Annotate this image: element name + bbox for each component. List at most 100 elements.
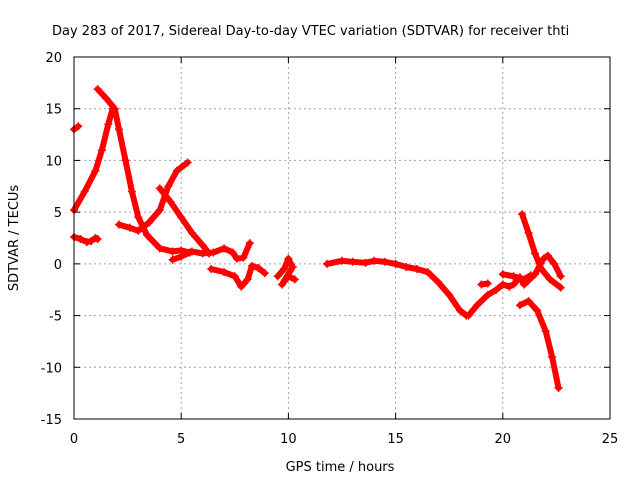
data-point [533, 306, 542, 315]
data-point [530, 270, 539, 279]
series-trace-16 [515, 297, 563, 392]
chart-title: Day 283 of 2017, Sidereal Day-to-day VTE… [52, 24, 569, 39]
data-point [172, 166, 181, 175]
x-axis-label: GPS time / hours [286, 460, 395, 475]
data-point [370, 256, 379, 265]
data-point [187, 228, 196, 237]
data-point [455, 306, 464, 315]
data-point [509, 280, 518, 289]
data-point [82, 238, 91, 247]
data-point [413, 265, 422, 274]
data-point [80, 187, 89, 196]
x-tick-label: 5 [177, 432, 185, 447]
data-point [539, 254, 548, 263]
y-tick-label: 20 [45, 51, 62, 66]
y-tick-label: -10 [41, 361, 62, 376]
data-point [284, 272, 293, 281]
data-point [254, 263, 263, 272]
data-point [550, 259, 559, 268]
data-point [464, 311, 473, 320]
data-point [198, 249, 207, 258]
data-point [134, 226, 143, 235]
series-trace-1 [70, 122, 83, 134]
data-point [168, 247, 177, 256]
data-point [220, 268, 229, 277]
y-tick-label: 10 [45, 154, 62, 169]
data-point [273, 272, 282, 281]
series-line [521, 252, 564, 288]
data-point [228, 248, 237, 257]
data-point [524, 297, 533, 306]
data-point [483, 279, 492, 288]
data-point [492, 285, 501, 294]
data-point [498, 280, 507, 289]
x-tick-label: 25 [602, 432, 619, 447]
data-point [155, 244, 164, 253]
data-point [155, 184, 164, 193]
data-point [483, 290, 492, 299]
data-series [70, 85, 565, 392]
data-point [434, 278, 443, 287]
data-point [125, 223, 134, 232]
data-point [402, 262, 411, 271]
data-point [445, 290, 454, 299]
series-trace-12 [477, 279, 492, 289]
y-tick-label: 15 [45, 103, 62, 118]
y-tick-label: 5 [54, 206, 62, 221]
x-tick-label: 20 [495, 432, 512, 447]
data-point [477, 280, 486, 289]
data-point [518, 210, 527, 219]
data-point [134, 213, 143, 222]
series-line [156, 185, 213, 257]
data-point [102, 94, 111, 103]
y-tick-label: -5 [49, 310, 62, 325]
data-point [115, 220, 124, 229]
data-point [93, 235, 102, 244]
data-point [168, 255, 177, 264]
data-point [177, 252, 186, 261]
data-point [91, 166, 100, 175]
series-trace-9 [273, 254, 299, 289]
axis-ticks: 0 5 10 15 20 25 -15 -10 -5 0 5 10 15 20 [41, 51, 619, 447]
data-point [187, 247, 196, 256]
data-point [198, 241, 207, 250]
data-point [243, 275, 252, 284]
data-point [543, 251, 552, 260]
data-point [104, 120, 113, 129]
x-tick-label: 15 [387, 432, 404, 447]
data-point [554, 383, 563, 392]
series-line [324, 257, 470, 319]
series-trace-4 [70, 232, 102, 247]
data-point [87, 237, 96, 246]
data-point [556, 283, 565, 292]
data-point [220, 244, 229, 253]
series-trace-7 [168, 239, 254, 264]
data-point [541, 327, 550, 336]
data-point [209, 248, 218, 257]
series-trace-2 [70, 104, 117, 215]
data-point [509, 272, 518, 281]
x-tick-label: 10 [280, 432, 297, 447]
y-axis-label: SDTVAR / TECUs [7, 185, 22, 292]
data-point [515, 301, 524, 310]
data-point [520, 280, 529, 289]
data-point [97, 146, 106, 155]
data-point [93, 85, 102, 94]
data-point [505, 282, 514, 291]
y-tick-label: 0 [54, 258, 62, 273]
data-point [164, 182, 173, 191]
data-point [177, 213, 186, 222]
data-point [230, 272, 239, 281]
data-point [391, 259, 400, 268]
data-point [232, 254, 241, 263]
data-point [530, 249, 539, 258]
data-point [74, 122, 83, 131]
series-trace-15 [520, 251, 565, 289]
data-point [473, 301, 482, 310]
data-point [142, 230, 151, 239]
data-point [239, 253, 248, 262]
data-point [524, 228, 533, 237]
data-point [260, 269, 269, 278]
data-point [166, 197, 175, 206]
